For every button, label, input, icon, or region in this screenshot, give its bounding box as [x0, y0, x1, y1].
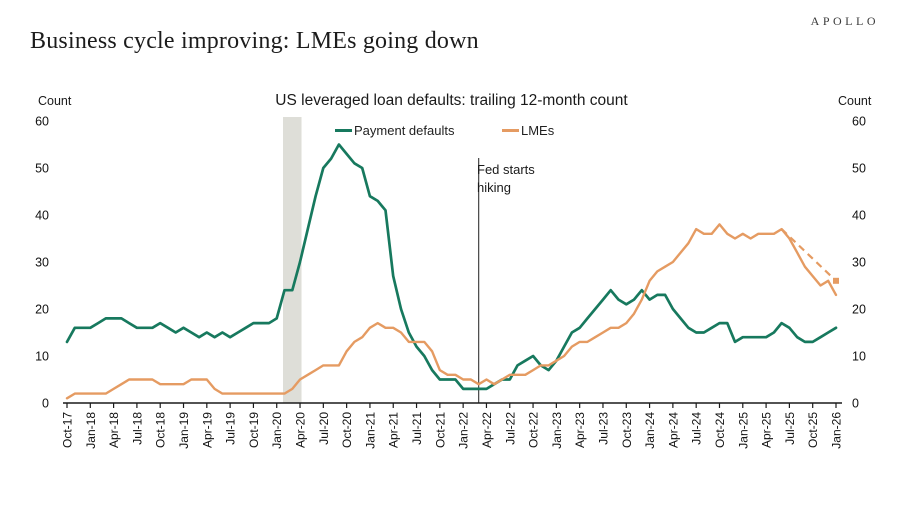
apollo-logo: APOLLO [810, 14, 879, 28]
x-tick-label: Oct-19 [247, 412, 261, 448]
x-tick-label: Jul-18 [130, 412, 144, 445]
x-tick-label: Jan-25 [736, 412, 750, 449]
fed-hike-annotation-line1: Fed starts [477, 162, 535, 177]
y-tick-label-right: 40 [852, 209, 866, 223]
legend-label-lmes: LMEs [521, 123, 555, 138]
x-tick-label: Apr-20 [294, 412, 308, 448]
payment-defaults-line [65, 143, 838, 391]
x-tick-label: Oct-18 [154, 412, 168, 448]
y-tick-label-left: 20 [35, 303, 49, 317]
y-tick-label-left: 30 [35, 256, 49, 270]
left-axis-unit-label: Count [38, 94, 72, 108]
x-tick-label: Apr-24 [666, 412, 680, 448]
payment-defaults-line-swatch [335, 129, 352, 132]
y-tick-label-right: 0 [852, 397, 859, 411]
x-tick-label: Oct-22 [527, 412, 541, 448]
x-tick-label: Oct-23 [620, 412, 634, 448]
x-tick-label: Jan-21 [363, 412, 377, 449]
y-tick-label-right: 10 [852, 350, 866, 364]
x-tick-label: Apr-22 [480, 412, 494, 448]
y-tick-label-left: 10 [35, 350, 49, 364]
x-tick-label: Jan-26 [830, 412, 844, 449]
y-tick-label-right: 30 [852, 256, 866, 270]
x-tick-label: Apr-25 [760, 412, 774, 448]
lmes-line-swatch [502, 129, 519, 132]
x-tick-label: Jan-18 [84, 412, 98, 449]
x-tick-label: Jan-19 [177, 412, 191, 449]
x-tick-label: Oct-24 [713, 412, 727, 448]
y-tick-label-right: 60 [852, 115, 866, 129]
x-tick-label: Oct-25 [806, 412, 820, 448]
y-tick-label-left: 0 [42, 397, 49, 411]
y-tick-label-right: 50 [852, 162, 866, 176]
page-title: Business cycle improving: LMEs going dow… [30, 28, 479, 54]
y-tick-label-left: 40 [35, 209, 49, 223]
x-tick-label: Apr-23 [573, 412, 587, 448]
chart-title: US leveraged loan defaults: trailing 12-… [275, 92, 628, 109]
lmes-forecast-dashed-line [780, 228, 837, 282]
x-tick-label: Jan-20 [270, 412, 284, 449]
legend-item-lmes: LMEs [502, 123, 554, 138]
x-tick-label: Apr-21 [387, 412, 401, 448]
x-tick-label: Oct-20 [340, 412, 354, 448]
y-tick-label-left: 60 [35, 115, 49, 129]
x-tick-label: Jul-20 [317, 412, 331, 445]
legend-item-payment-defaults: Payment defaults [335, 123, 454, 138]
right-axis-unit-label: Count [838, 94, 872, 108]
lmes-line [65, 223, 838, 400]
x-tick-label: Jul-25 [783, 412, 797, 445]
y-tick-label-right: 20 [852, 303, 866, 317]
x-tick-label: Jul-21 [410, 412, 424, 445]
x-tick-label: Jul-22 [503, 412, 517, 445]
x-tick-label: Jan-24 [643, 412, 657, 449]
x-tick-label: Jul-23 [596, 412, 610, 445]
x-tick-label: Apr-19 [200, 412, 214, 448]
x-tick-label: Jul-24 [690, 412, 704, 445]
x-tick-label: Jan-23 [550, 412, 564, 449]
fed-hike-annotation-line2: hiking [477, 179, 511, 195]
fed-hike-annotation: Fed starts hiking [477, 161, 535, 196]
x-tick-label: Jan-22 [457, 412, 471, 449]
x-tick-label: Apr-18 [107, 412, 121, 448]
legend-label-payment-defaults: Payment defaults [354, 123, 455, 138]
x-tick-label: Jul-19 [224, 412, 238, 445]
recession-band [282, 117, 302, 403]
x-tick-label: Oct-21 [433, 412, 447, 448]
y-tick-label-left: 50 [35, 162, 49, 176]
lmes-forecast-end-marker [833, 277, 839, 284]
x-tick-label: Oct-17 [61, 412, 75, 448]
